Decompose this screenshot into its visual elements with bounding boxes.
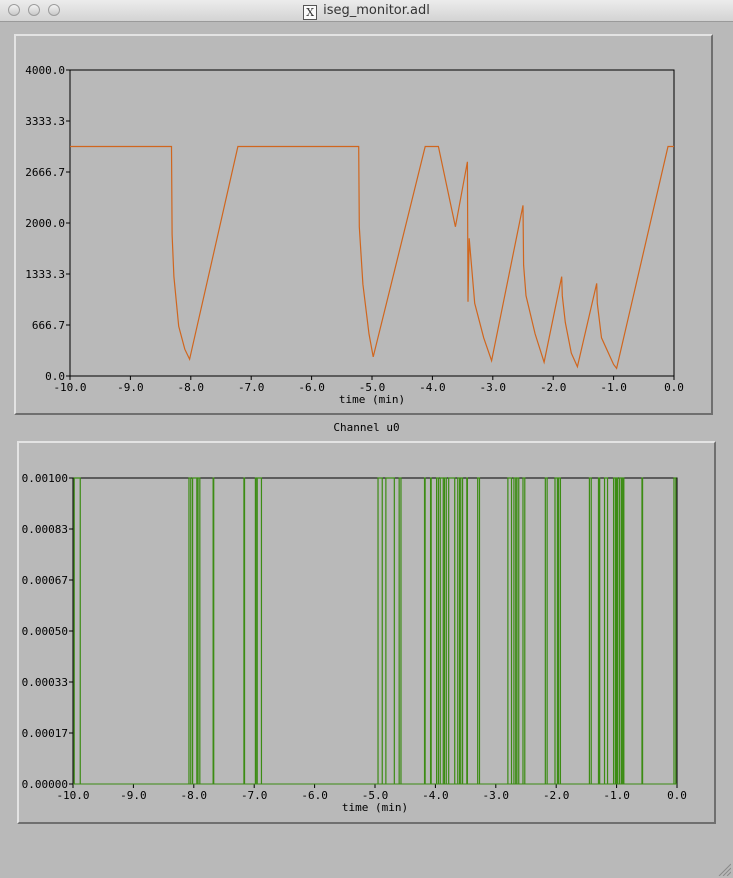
y-tick-label: 666.7	[32, 319, 65, 332]
x-axis-label: time (min)	[342, 801, 408, 814]
series-pulse	[243, 477, 246, 784]
x-tick-label: -1.0	[600, 381, 627, 394]
y-tick-label: 2000.0	[25, 217, 65, 230]
x-tick-label: -1.0	[603, 789, 630, 802]
y-tick-label: 0.00100	[22, 472, 68, 485]
series-pulse	[448, 477, 456, 784]
channel-label: Channel u0	[333, 421, 400, 434]
y-tick-label: 4000.0	[25, 64, 65, 77]
series-pulse	[554, 477, 559, 784]
series-pulse	[188, 477, 192, 784]
series-pulse	[516, 477, 520, 784]
plot-frame	[72, 477, 678, 785]
series-pulse	[477, 477, 481, 784]
x-tick-label: -7.0	[241, 789, 268, 802]
x-tick-label: 0.0	[667, 789, 687, 802]
series-line-0	[70, 145, 674, 370]
x-tick-label: -2.0	[540, 381, 567, 394]
x-axis-label: time (min)	[339, 393, 405, 406]
y-tick-label: 1333.3	[25, 268, 65, 281]
x-tick-label: -4.0	[419, 381, 446, 394]
x-tick-label: -8.0	[178, 381, 205, 394]
series-pulse	[256, 477, 263, 784]
chart-clip-group: -10.0 -9.0 -8.0 -7.0 -6.0 -5.0 -4.0 -3.0 -2.0 -1.…	[22, 472, 687, 814]
y-tick-label: 0.00033	[22, 676, 68, 689]
window-title: iseg_monitor.adl	[323, 3, 430, 18]
x-tick-label: -9.0	[120, 789, 147, 802]
series-pulse	[197, 477, 201, 784]
x-tick-label: -5.0	[362, 789, 389, 802]
series-pulse	[619, 477, 623, 784]
y-tick-label: 0.00067	[22, 574, 68, 587]
y-tick-label: 0.0	[45, 370, 65, 383]
series-pulse	[612, 477, 616, 784]
series-pulse	[641, 477, 644, 784]
series-pulse	[191, 477, 198, 784]
y-tick-label: 0.00017	[22, 727, 68, 740]
y-tick-label: 0.00083	[22, 523, 68, 536]
series-pulse	[423, 477, 426, 784]
series-pulse	[439, 477, 444, 784]
zoom-window-button[interactable]	[48, 4, 60, 16]
series-pulse	[457, 477, 461, 784]
x-tick-label: -8.0	[181, 789, 208, 802]
series-pulse	[558, 477, 562, 784]
series-pulse	[377, 477, 383, 784]
x-tick-label: -6.0	[298, 381, 325, 394]
x11-icon: X	[303, 5, 318, 20]
x-tick-label: -2.0	[543, 789, 570, 802]
x-tick-label: -3.0	[480, 381, 507, 394]
series-pulse	[673, 477, 677, 784]
series-pulse	[622, 477, 625, 784]
series-pulse	[507, 477, 513, 784]
x-tick-label: -3.0	[483, 789, 510, 802]
voltage-chart-panel	[14, 34, 713, 415]
x-tick-label: -10.0	[53, 381, 86, 394]
series-pulse	[443, 477, 447, 784]
series-pulse	[466, 477, 469, 784]
x-tick-label: -10.0	[56, 789, 89, 802]
series-pulse	[603, 477, 609, 784]
x-tick-label: 0.0	[664, 381, 684, 394]
series-pulse	[513, 477, 517, 784]
close-window-button[interactable]	[8, 4, 20, 16]
y-tick-label: 0.00050	[22, 625, 68, 638]
y-tick-label: 0.00000	[22, 778, 68, 791]
series-pulse	[73, 477, 81, 784]
series-pulse	[522, 477, 526, 784]
series-pulse	[429, 477, 432, 784]
x-tick-label: -5.0	[359, 381, 386, 394]
series-pulse	[615, 477, 619, 784]
y-tick-label: 3333.3	[25, 115, 65, 128]
series-pulse	[436, 477, 440, 784]
minimize-window-button[interactable]	[28, 4, 40, 16]
series-pulse	[544, 477, 548, 784]
y-tick-label: 2666.7	[25, 166, 65, 179]
series-pulse	[254, 477, 257, 784]
x-tick-label: -7.0	[238, 381, 265, 394]
series-pulse	[588, 477, 592, 784]
series-pulse	[398, 477, 402, 784]
voltage-chart: -10.0 -9.0 -8.0 -7.0 -6.0 -5.0 -4.0 -3.0 -2.0 -1.…	[25, 64, 684, 406]
x-tick-label: -9.0	[117, 381, 144, 394]
current-chart-panel	[17, 441, 716, 824]
series-pulse	[212, 477, 215, 784]
x-tick-label: -4.0	[422, 789, 449, 802]
series-pulse	[597, 477, 601, 784]
series-pulse	[385, 477, 395, 784]
resize-grip-icon[interactable]	[717, 862, 731, 876]
x-tick-label: -6.0	[301, 789, 328, 802]
series-pulse	[460, 477, 464, 784]
